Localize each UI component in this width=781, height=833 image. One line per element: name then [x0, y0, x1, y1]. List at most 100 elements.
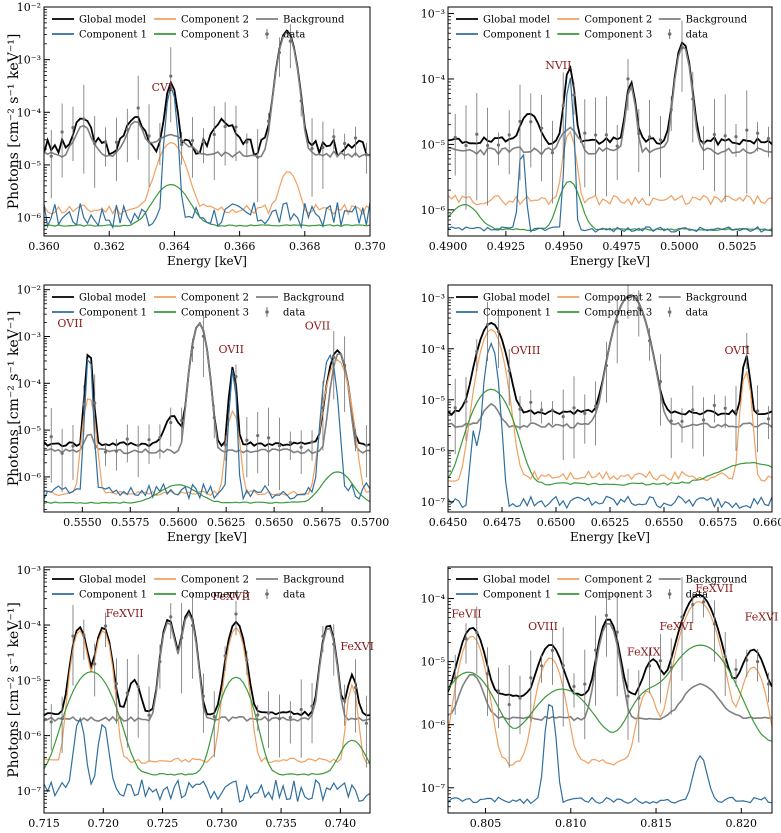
- legend: Global model Component 2 Background Compone…: [52, 575, 345, 601]
- data-point: [745, 658, 749, 662]
- series-background: [44, 30, 370, 159]
- line-annotation: OVIII: [528, 620, 558, 633]
- series-group: [448, 20, 772, 233]
- data-point: [245, 658, 249, 662]
- line-annotation: OVII: [305, 319, 330, 332]
- data-point: [212, 132, 216, 137]
- x-tick-label: 0.805: [470, 817, 502, 830]
- data-point: [147, 438, 151, 442]
- y-tick-label: 10⁻⁷: [421, 782, 446, 795]
- series-component-2: [448, 601, 772, 767]
- data-points: [453, 285, 771, 460]
- line-annotation: FeXVII: [212, 590, 250, 603]
- x-tick-label: 0.6450: [429, 516, 468, 529]
- data-point: [321, 634, 325, 638]
- y-tick-label: 10⁻⁴: [17, 377, 42, 390]
- data-point: [277, 443, 282, 448]
- data-point: [669, 419, 673, 423]
- line-annotation: NVII: [545, 59, 571, 72]
- y-tick-label: 10⁻⁶: [421, 445, 446, 458]
- plot-frame: [43, 6, 371, 237]
- data-point: [669, 108, 673, 112]
- data-point: [648, 135, 652, 139]
- data-point: [529, 120, 533, 124]
- legend-marker: [667, 32, 672, 36]
- legend-label: Global model: [79, 15, 146, 26]
- data-point: [256, 713, 260, 717]
- legend: Global model Component 2 Background Compone…: [52, 293, 345, 319]
- data-point: [712, 622, 717, 626]
- x-tick-label: 0.725: [147, 817, 179, 830]
- data-point: [353, 136, 358, 140]
- data-point: [103, 140, 108, 145]
- data-point: [158, 659, 162, 664]
- data-point: [190, 623, 195, 628]
- data-point: [507, 133, 511, 137]
- data-point: [353, 435, 358, 440]
- legend-label: Global model: [79, 575, 146, 586]
- series-global-model: [44, 321, 370, 448]
- data-point: [615, 320, 619, 324]
- y-tick-label: 10⁻²: [17, 1, 41, 14]
- y-axis-label: Photons [cm⁻² s⁻¹ keV⁻¹]: [6, 34, 22, 210]
- data-point: [486, 672, 490, 676]
- data-point: [114, 681, 119, 686]
- series-background: [448, 44, 772, 157]
- data-point: [572, 406, 576, 410]
- data-point: [321, 145, 325, 150]
- series-background: [448, 294, 772, 429]
- line-annotation: OVIII: [511, 344, 541, 357]
- data-point: [626, 295, 630, 300]
- line-annotation: FeXIX: [627, 645, 661, 658]
- data-point: [540, 664, 544, 668]
- data-point: [464, 399, 468, 404]
- data-point: [223, 654, 227, 658]
- legend-marker: [265, 592, 269, 596]
- series-group: [44, 310, 370, 504]
- data-point: [169, 615, 173, 619]
- legend-label: Component 2: [181, 15, 249, 26]
- x-tick-label: 0.5600: [159, 516, 198, 529]
- legend-marker: [265, 310, 269, 314]
- data-point: [147, 134, 151, 138]
- data-point: [93, 142, 97, 146]
- data-point: [561, 663, 565, 668]
- legend-label: Global model: [79, 293, 146, 304]
- legend-label: Component 1: [79, 30, 147, 41]
- data-point: [702, 600, 706, 604]
- data-point: [723, 406, 727, 410]
- data-point: [93, 401, 97, 405]
- y-tick-label: 10⁻⁴: [17, 619, 42, 632]
- plot-frame: [43, 566, 371, 814]
- x-axis-label: Energy [keV]: [570, 831, 650, 833]
- data-point: [125, 127, 129, 131]
- data-point: [125, 691, 129, 695]
- x-tick-label: 0.5025: [718, 240, 757, 253]
- data-point: [103, 624, 108, 628]
- x-axis-label: Energy [keV]: [570, 530, 650, 544]
- data-point: [103, 450, 108, 454]
- x-tick-label: 0.5650: [255, 516, 294, 529]
- data-point: [212, 415, 216, 420]
- data-point: [507, 369, 511, 373]
- panel-p4: 0.6450 0.6475 0.6500 0.6525 0.6550 0.6575 0.66…: [421, 284, 781, 544]
- data-point: [756, 659, 760, 664]
- x-tick-label: 0.820: [726, 817, 758, 830]
- line-annotation: FeXVII: [695, 582, 733, 595]
- x-tick-label: 0.360: [28, 240, 60, 253]
- data-point: [71, 125, 75, 130]
- data-point: [332, 642, 336, 646]
- data-point: [507, 702, 511, 707]
- legend-label: Component 3: [181, 308, 249, 319]
- line-annotation: OVII: [57, 317, 82, 330]
- data-point: [529, 400, 533, 404]
- data-point: [201, 140, 205, 144]
- y-tick-label: 10⁻⁴: [17, 106, 42, 119]
- data-point: [583, 131, 587, 135]
- data-point: [60, 130, 64, 134]
- legend-label: Background: [283, 15, 345, 26]
- x-tick-label: 0.362: [93, 240, 125, 253]
- data-point: [723, 654, 727, 659]
- data-point: [648, 339, 652, 343]
